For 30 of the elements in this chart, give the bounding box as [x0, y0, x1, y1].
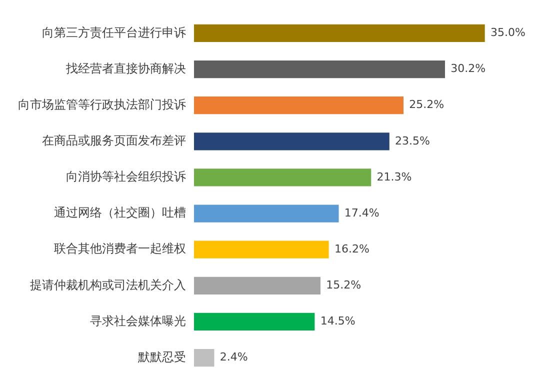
data-label: 25.2%: [409, 98, 444, 112]
bar: [194, 348, 214, 367]
data-label: 30.2%: [450, 62, 486, 76]
bar: [194, 204, 339, 222]
data-label: 17.4%: [344, 206, 380, 220]
bar: [194, 60, 446, 78]
data-label: 23.5%: [395, 134, 430, 148]
y-tick-label: 向市场监管等行政执法部门投诉: [18, 97, 186, 112]
data-label: 21.3%: [376, 170, 412, 184]
bar: [194, 276, 320, 294]
bar: [194, 132, 390, 150]
bar: [194, 168, 372, 186]
y-tick-label: 联合其他消费者一起维权: [54, 242, 186, 256]
data-label: 15.2%: [326, 278, 362, 292]
data-label: 2.4%: [220, 350, 248, 364]
data-label: 14.5%: [320, 314, 356, 328]
y-tick-label: 提请仲裁机构或司法机关介入: [30, 278, 186, 292]
y-tick-label: 默默忍受: [137, 350, 186, 364]
bar: [194, 24, 485, 42]
y-tick-label: 在商品或服务页面发布差评: [42, 134, 186, 148]
y-tick-label: 向第三方责任平台进行申诉: [42, 25, 186, 40]
y-tick-label: 找经营者直接协商解决: [65, 61, 186, 76]
data-label: 35.0%: [490, 26, 526, 40]
data-label: 16.2%: [334, 242, 370, 256]
y-tick-label: 向消协等社会组织投诉: [66, 170, 186, 184]
y-tick-label: 寻求社会媒体曝光: [90, 314, 186, 328]
bar: [194, 96, 404, 114]
bar: [194, 240, 329, 258]
bar: [194, 312, 315, 331]
y-tick-label: 通过网络（社交圈）吐槽: [54, 206, 186, 220]
